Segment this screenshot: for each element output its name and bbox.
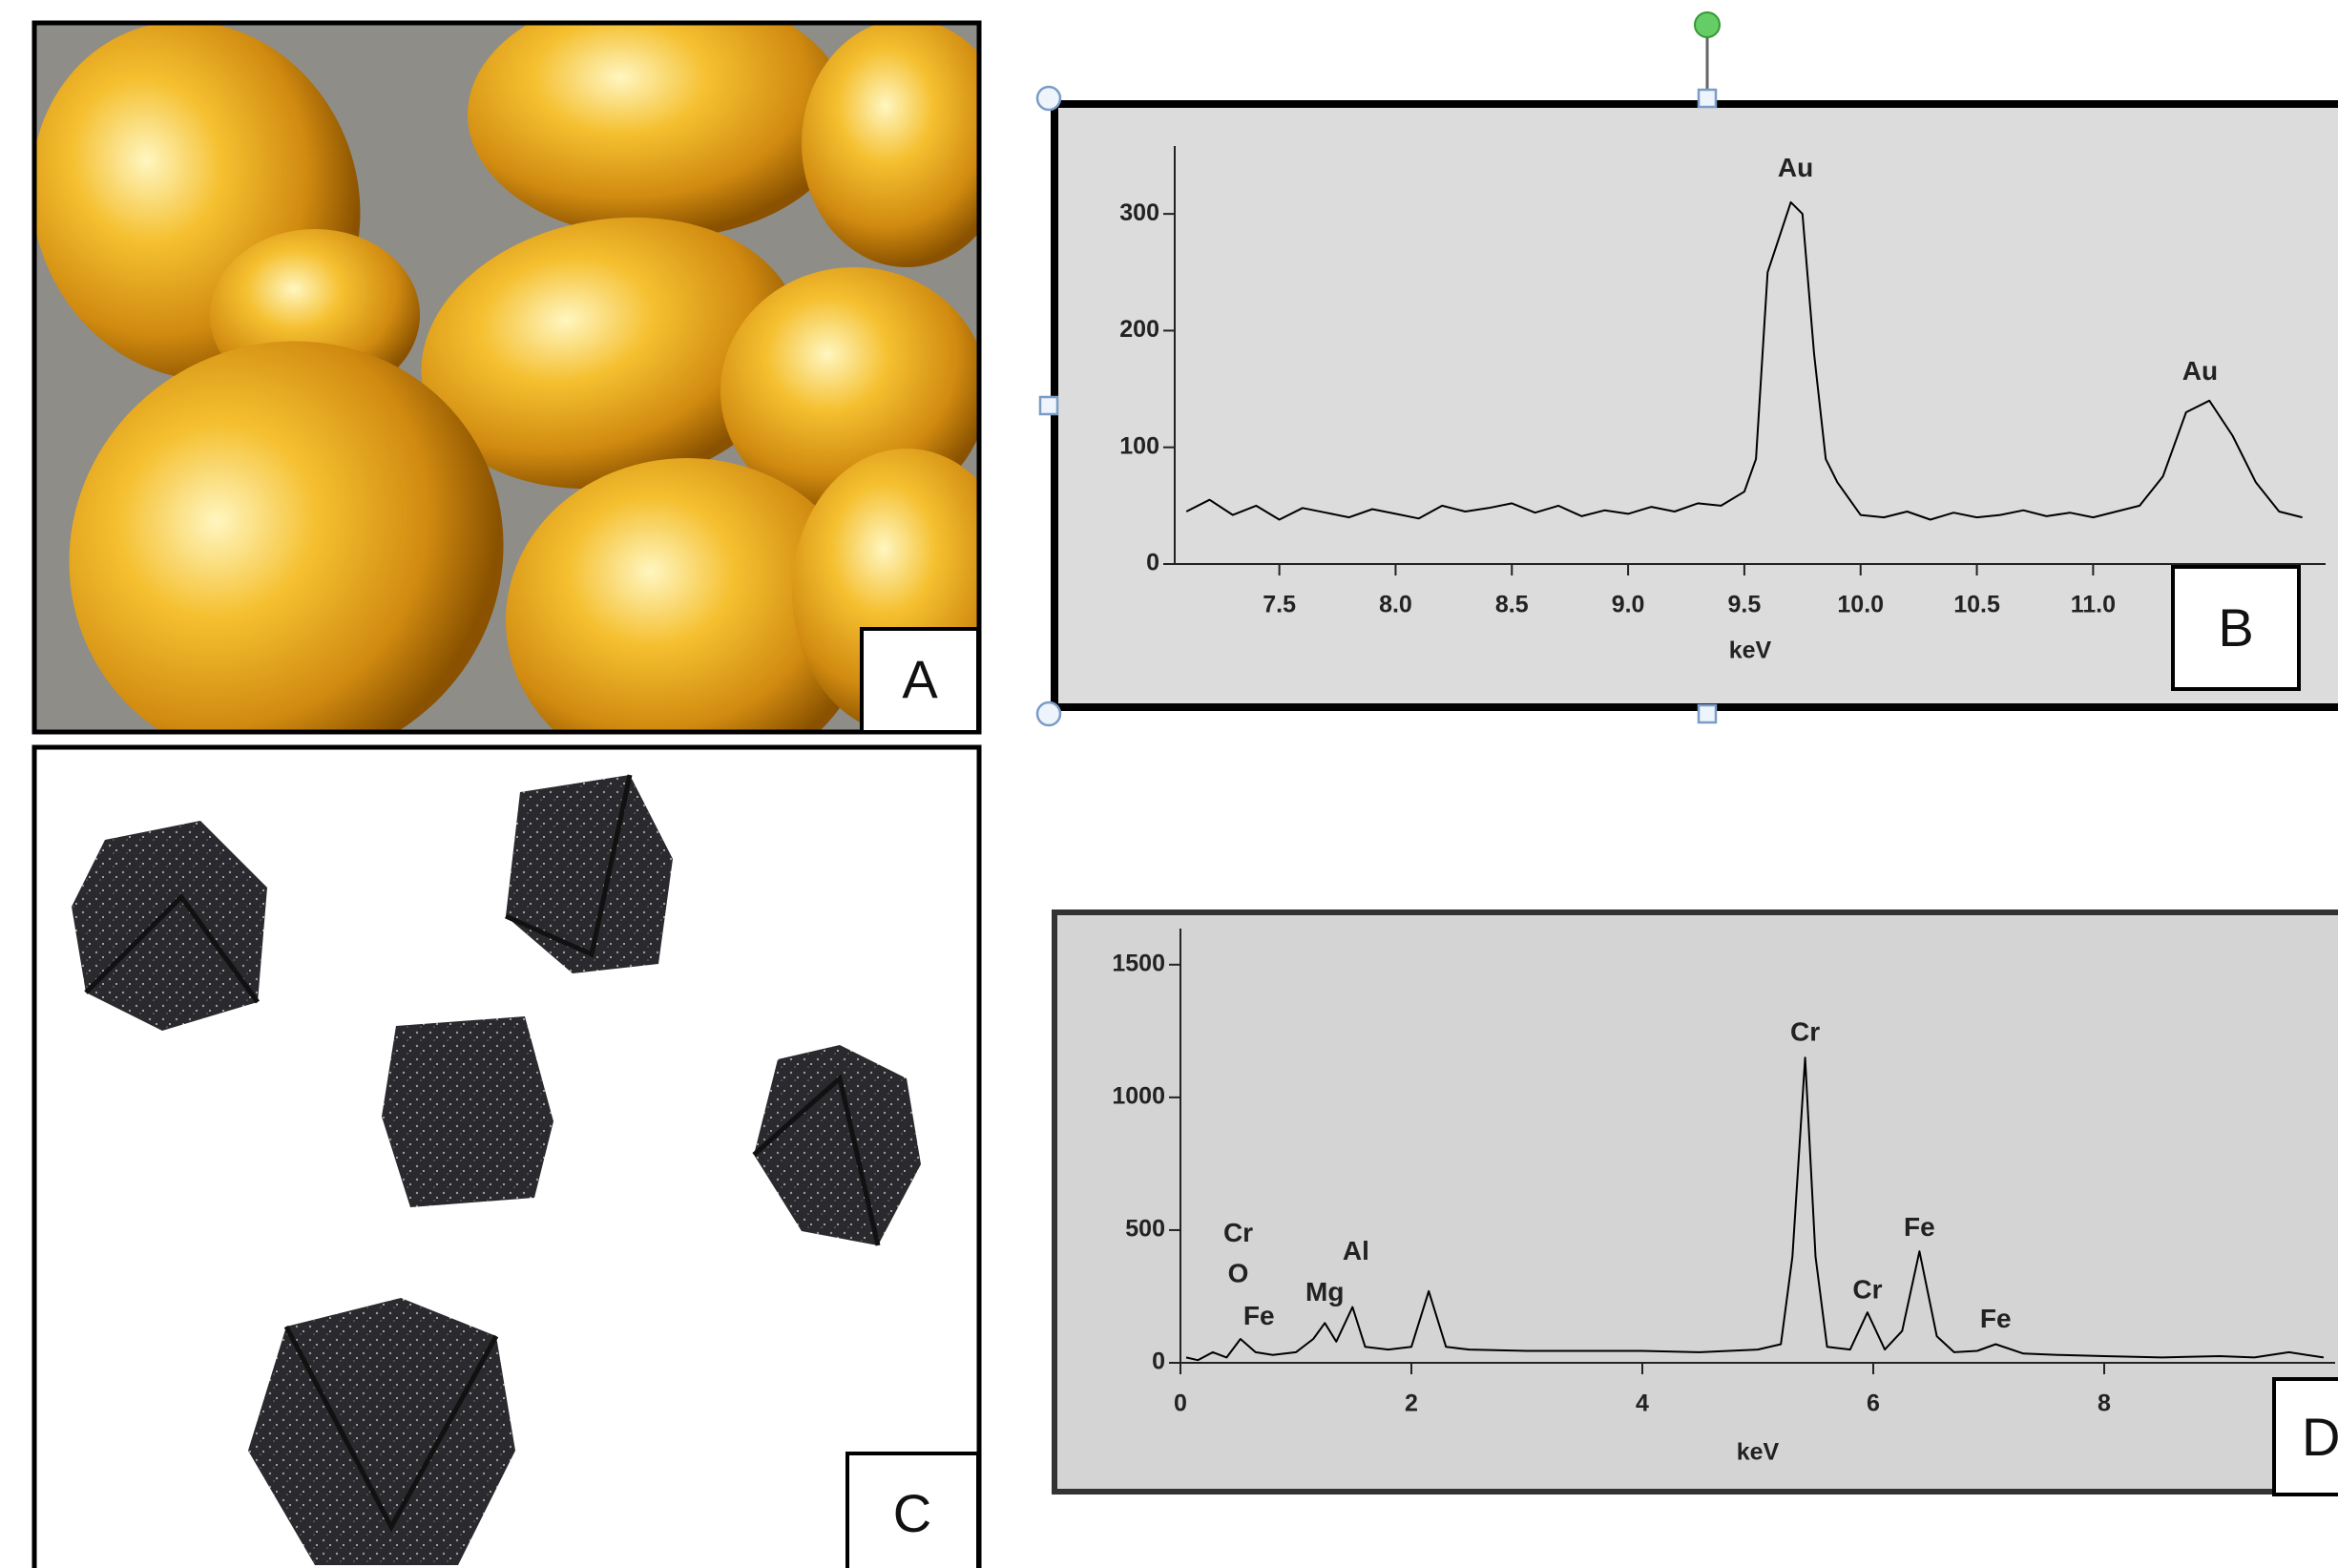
x-tick-label: 9.0 [1612,592,1645,618]
x-tick-label: 7.5 [1263,592,1296,618]
x-tick-label: 8.5 [1495,592,1529,618]
y-tick-label: 0 [1152,1348,1165,1375]
peak-label: Cr [1790,1017,1820,1047]
chart-frame [1054,912,2338,1492]
x-tick-label: 8 [2098,1390,2111,1417]
photo-chromite [32,745,981,1568]
peak-label: Mg [1305,1277,1344,1307]
peak-label: Au [2182,356,2218,386]
x-tick-label: 2 [1405,1390,1418,1417]
panel-label: D [2302,1407,2338,1467]
peak-label: Au [1778,153,1813,182]
peak-label: Cr [1852,1274,1882,1304]
chart-frame [1054,104,2338,707]
peak-label: Fe [1980,1304,2012,1333]
x-tick-label: 10.0 [1837,592,1884,618]
peak-label: Cr [1223,1218,1253,1247]
y-tick-label: 100 [1119,432,1159,459]
panel-label: C [893,1483,931,1543]
x-tick-label: 11.0 [2071,592,2116,618]
x-axis-label: keV [1737,1439,1780,1466]
y-tick-label: 300 [1119,199,1159,226]
y-tick-label: 1000 [1112,1082,1165,1109]
x-tick-label: 6 [1867,1390,1880,1417]
peak-label: Al [1343,1236,1369,1265]
x-tick-label: 4 [1636,1390,1649,1417]
peak-label: Fe [1243,1301,1275,1330]
peak-label: Fe [1904,1212,1935,1242]
y-tick-label: 1500 [1112,950,1165,976]
x-axis-label: keV [1729,638,1772,664]
x-tick-label: 0 [1174,1390,1187,1417]
x-tick-label: 9.5 [1728,592,1762,618]
panel-label: B [2218,597,2253,658]
y-tick-label: 500 [1125,1216,1165,1243]
panel-label: A [902,649,938,709]
y-tick-label: 200 [1119,316,1159,343]
x-tick-label: 10.5 [1953,592,2000,618]
peak-label: O [1228,1259,1249,1288]
x-tick-label: 8.0 [1379,592,1412,618]
y-tick-label: 0 [1146,550,1159,576]
figure: A C 01002003007.58.08.59.09.510.010.511.… [0,0,2338,1568]
